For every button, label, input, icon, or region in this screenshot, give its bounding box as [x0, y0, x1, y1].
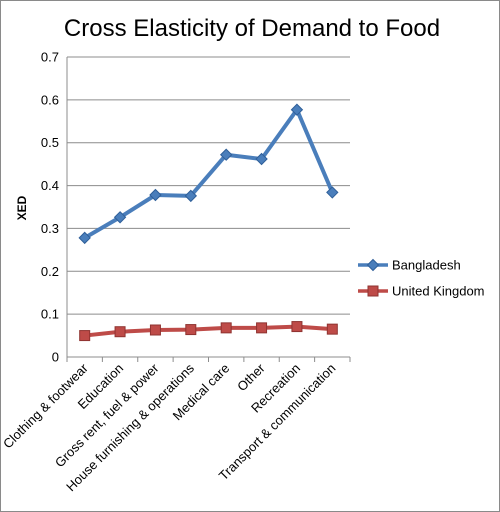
y-tick-label: 0.6 — [41, 92, 59, 107]
y-tick-label: 0.1 — [41, 307, 59, 322]
data-point-square — [291, 321, 303, 333]
data-point-diamond — [184, 189, 198, 203]
series-line — [82, 107, 335, 240]
data-point-diamond — [78, 231, 91, 245]
data-point-square — [326, 323, 338, 335]
series-bangladesh — [78, 103, 339, 245]
y-tick-label: 0.5 — [41, 135, 59, 150]
chart-title: Cross Elasticity of Demand to Food — [64, 15, 440, 42]
series-group — [78, 103, 339, 342]
y-tick-labels: 0 0.1 0.2 0.3 0.4 0.5 0.6 0.7 — [41, 50, 59, 365]
data-point-square — [185, 324, 197, 336]
data-point-diamond — [255, 152, 268, 166]
legend-label: United Kingdom — [392, 284, 485, 299]
axes — [66, 57, 351, 362]
data-point-square — [256, 322, 268, 334]
data-point-square — [367, 285, 379, 297]
data-point-diamond — [113, 211, 127, 224]
data-point-diamond — [149, 188, 162, 202]
data-point-square — [220, 322, 232, 334]
legend: Bangladesh United Kingdom — [358, 258, 485, 299]
data-point-diamond — [326, 186, 339, 199]
y-tick-label: 0.2 — [41, 264, 59, 279]
y-axis-label: XED — [15, 195, 29, 220]
series-line — [82, 324, 335, 338]
data-point-diamond — [219, 148, 233, 161]
series-united-kingdom — [79, 321, 338, 342]
y-tick-label: 0.7 — [41, 50, 59, 65]
data-point-square — [149, 324, 161, 336]
y-tick-label: 0 — [52, 350, 59, 365]
legend-item: United Kingdom — [358, 284, 485, 299]
legend-label: Bangladesh — [392, 258, 461, 273]
data-point-square — [114, 326, 126, 338]
legend-item: Bangladesh — [358, 258, 461, 273]
data-point-diamond — [366, 258, 380, 272]
data-point-diamond — [290, 103, 304, 116]
y-tick-label: 0.4 — [41, 178, 59, 193]
gridlines — [67, 56, 350, 315]
y-tick-label: 0.3 — [41, 221, 59, 236]
data-point-square — [79, 330, 91, 342]
